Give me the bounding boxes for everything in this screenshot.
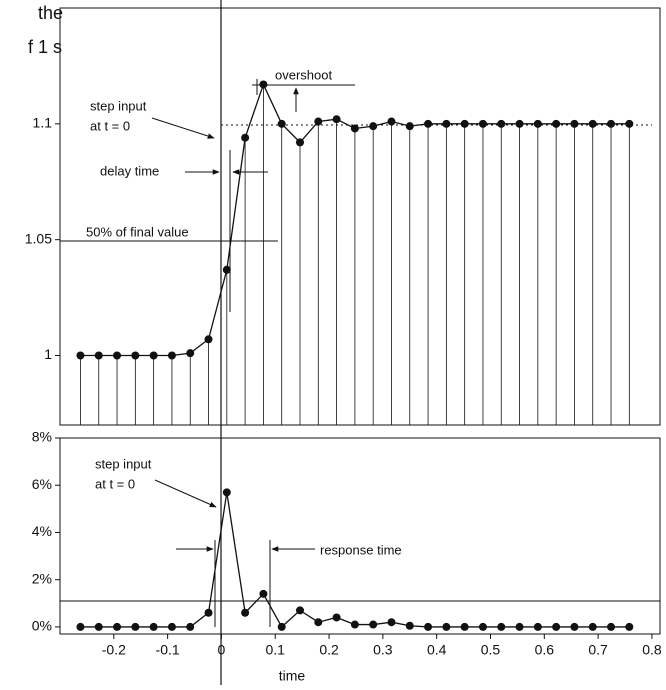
- data-point: [296, 606, 304, 615]
- data-point: [149, 351, 158, 360]
- y-tick-label: 2%: [32, 570, 52, 586]
- data-point: [497, 622, 506, 631]
- data-point: [387, 618, 396, 627]
- y-tick-label: 4%: [32, 523, 52, 539]
- data-point: [350, 620, 359, 629]
- data-point: [332, 115, 341, 124]
- data-point: [607, 119, 616, 128]
- x-tick-label: 0.8: [642, 642, 662, 658]
- x-tick-label: 0.3: [373, 642, 393, 658]
- annotation: 50% of final value: [86, 224, 189, 239]
- data-point: [76, 351, 85, 360]
- data-point: [332, 613, 341, 622]
- data-point: [76, 622, 85, 631]
- x-tick-label: 0.7: [588, 642, 608, 658]
- y-tick-label: 6%: [32, 476, 52, 492]
- data-point: [259, 80, 268, 89]
- data-point: [277, 119, 286, 128]
- x-tick-label: 0.5: [481, 642, 501, 658]
- data-point: [478, 119, 487, 128]
- y-tick-label: 1.05: [25, 230, 52, 246]
- x-tick-label: -0.2: [102, 642, 126, 658]
- annotation: step input: [90, 98, 147, 113]
- x-tick-label: 0.6: [535, 642, 555, 658]
- data-point: [167, 622, 176, 631]
- data-point: [113, 351, 122, 360]
- data-point: [478, 622, 487, 631]
- x-axis-label: time: [279, 668, 306, 684]
- data-point: [442, 622, 451, 631]
- plot-frame: [59, 437, 661, 635]
- data-point: [149, 622, 158, 631]
- data-point: [277, 622, 286, 631]
- data-point: [424, 119, 433, 128]
- response-curve: [80, 492, 630, 628]
- data-point: [405, 122, 414, 131]
- data-point: [515, 119, 524, 128]
- data-point: [552, 119, 561, 128]
- data-point: [460, 622, 469, 631]
- annotation: delay time: [100, 163, 159, 178]
- data-point: [314, 618, 323, 627]
- annotation: at t = 0: [90, 118, 130, 133]
- data-point: [552, 622, 561, 631]
- data-point: [497, 119, 506, 128]
- cropped-text: the: [38, 3, 63, 23]
- cropped-text: f 1 s: [28, 37, 62, 57]
- data-point: [186, 622, 195, 631]
- data-point: [131, 351, 140, 360]
- data-point: [113, 622, 122, 631]
- data-point: [167, 351, 176, 360]
- data-point: [387, 117, 396, 126]
- data-point: [259, 589, 268, 598]
- data-point: [570, 119, 579, 128]
- data-point: [588, 119, 597, 128]
- data-point: [533, 119, 542, 128]
- data-point: [204, 608, 213, 617]
- plot-frame: [59, 7, 661, 426]
- data-point: [588, 622, 597, 631]
- annotation: at t = 0: [95, 476, 135, 491]
- data-point: [424, 622, 433, 631]
- data-point: [625, 622, 634, 631]
- annotation-lines: [60, 0, 660, 685]
- data-point: [515, 622, 524, 631]
- data-point: [222, 488, 231, 497]
- data-point: [241, 133, 250, 142]
- data-point: [350, 124, 359, 133]
- x-tick-label: 0.2: [319, 642, 339, 658]
- data-point: [94, 622, 103, 631]
- x-tick-label: 0.1: [266, 642, 286, 658]
- x-tick-label: 0.4: [427, 642, 447, 658]
- data-point: [369, 122, 378, 131]
- data-point: [94, 351, 103, 360]
- data-point: [405, 621, 414, 630]
- data-point: [369, 620, 378, 629]
- annotation: step input: [95, 456, 152, 471]
- y-tick-label: 0%: [32, 618, 52, 634]
- y-tick-label: 1: [44, 346, 52, 362]
- data-point: [625, 119, 634, 128]
- data-point: [241, 608, 250, 617]
- data-point: [131, 622, 140, 631]
- annotation: overshoot: [275, 67, 332, 82]
- y-tick-label: 8%: [32, 429, 52, 445]
- data-point: [204, 335, 213, 344]
- data-point: [296, 138, 304, 147]
- x-tick-label: 0: [218, 642, 226, 658]
- data-point: [186, 349, 195, 358]
- data-point: [222, 265, 231, 274]
- x-tick-label: -0.1: [156, 642, 180, 658]
- data-point: [442, 119, 451, 128]
- annotation: response time: [320, 542, 402, 557]
- data-point: [607, 622, 616, 631]
- data-point: [570, 622, 579, 631]
- y-tick-label: 1.1: [33, 115, 53, 131]
- data-point: [314, 117, 323, 126]
- data-point: [460, 119, 469, 128]
- data-point: [533, 622, 542, 631]
